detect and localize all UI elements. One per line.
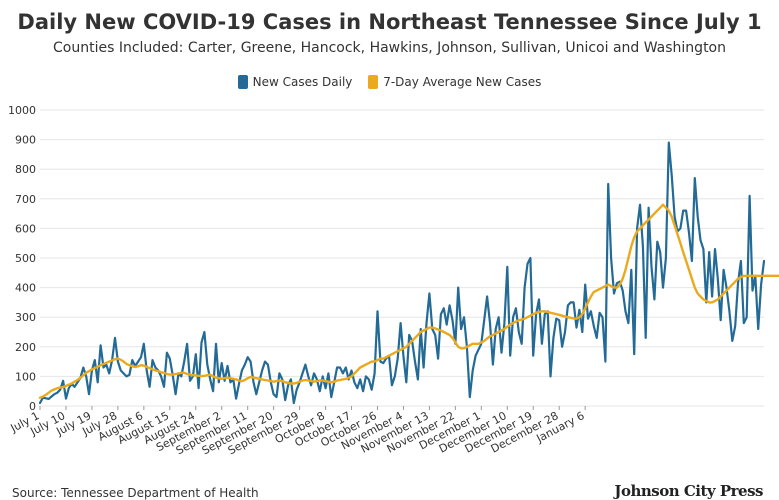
y-tick-label: 800 xyxy=(15,163,36,176)
y-tick-label: 300 xyxy=(15,311,36,324)
y-tick-label: 1000 xyxy=(8,104,36,117)
series-line-7-day-average xyxy=(38,203,779,399)
source-note: Source: Tennessee Department of Health xyxy=(12,486,259,500)
legend-swatch-daily xyxy=(237,75,248,89)
y-tick-label: 500 xyxy=(15,252,36,265)
brand-logo: Johnson City Press xyxy=(614,482,763,500)
legend-item-average[interactable]: 7-Day Average New Cases xyxy=(368,75,541,89)
y-tick-label: 600 xyxy=(15,222,36,235)
legend-label-daily: New Cases Daily xyxy=(252,75,353,89)
legend-swatch-average xyxy=(368,75,379,89)
chart-title: Daily New COVID-19 Cases in Northeast Te… xyxy=(17,10,762,34)
y-tick-label: 200 xyxy=(15,341,36,354)
y-tick-label: 900 xyxy=(15,134,36,147)
series-line-new-cases-daily xyxy=(38,141,766,405)
legend: New Cases Daily 7-Day Average New Cases xyxy=(0,75,779,92)
legend-label-average: 7-Day Average New Cases xyxy=(383,75,542,89)
chart-subtitle: Counties Included: Carter, Greene, Hanco… xyxy=(53,40,726,56)
y-tick-label: 400 xyxy=(15,282,36,295)
y-tick-label: 0 xyxy=(29,400,36,413)
legend-item-daily[interactable]: New Cases Daily xyxy=(237,75,353,89)
y-tick-label: 700 xyxy=(15,193,36,206)
y-tick-label: 100 xyxy=(15,370,36,383)
